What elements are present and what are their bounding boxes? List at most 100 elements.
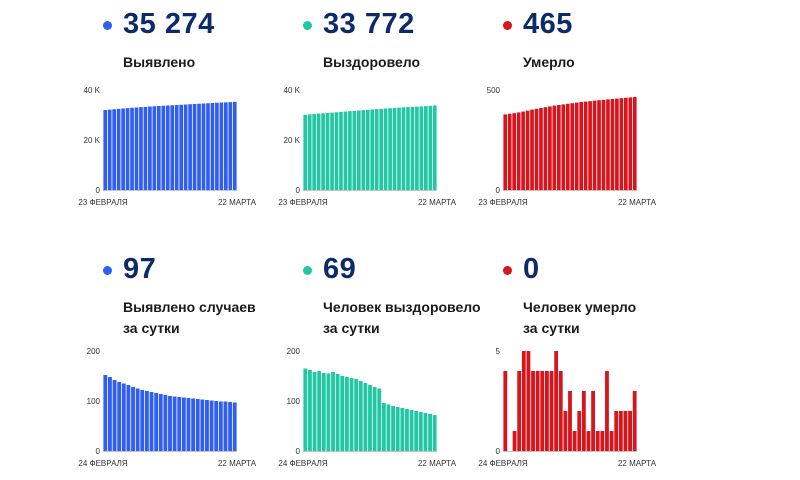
bar <box>358 381 363 451</box>
bar <box>357 110 361 190</box>
bar <box>179 104 183 190</box>
bar <box>597 100 601 190</box>
y-tick-label: 100 <box>87 397 101 406</box>
y-tick-label: 200 <box>287 347 301 356</box>
bar <box>154 393 159 451</box>
bar <box>112 380 117 451</box>
bar <box>583 101 588 190</box>
bar <box>601 99 606 190</box>
bar <box>340 376 345 451</box>
bar <box>218 401 223 451</box>
bar <box>558 371 563 451</box>
bar <box>307 114 312 190</box>
bar <box>152 106 157 190</box>
bar <box>381 403 386 451</box>
bar <box>177 397 182 451</box>
y-tick-label: 0 <box>496 186 501 195</box>
bar <box>326 373 331 451</box>
bar <box>344 377 349 451</box>
stat-header: 33 772 <box>303 8 513 44</box>
bar <box>361 110 366 190</box>
bar <box>552 105 557 190</box>
bar <box>606 99 610 190</box>
bar <box>188 104 192 190</box>
bar <box>374 109 379 190</box>
bar <box>632 97 637 190</box>
bar <box>200 399 205 451</box>
bar <box>232 402 237 451</box>
bar <box>349 378 354 451</box>
bar <box>548 106 552 190</box>
teal-dot-icon <box>303 21 312 30</box>
bar <box>126 385 131 451</box>
stat-panel: 69 Человек выздоровело за сутки 0 100 200 24 Ф… <box>278 253 513 475</box>
bar <box>544 371 549 451</box>
stat-panel: 97 Выявлено случаев за сутки 0 100 200 24 ФЕВР… <box>78 253 313 475</box>
bar <box>206 103 210 190</box>
bar <box>103 375 108 451</box>
bar <box>410 106 415 190</box>
stat-header: 465 <box>503 8 713 44</box>
bar <box>363 383 368 451</box>
y-tick-label: 500 <box>487 86 501 95</box>
stat-value: 0 <box>523 253 540 285</box>
stat-value: 35 274 <box>123 8 215 40</box>
bar <box>605 371 609 451</box>
bar-chart: 0 100 200 24 ФЕВРАЛЯ 22 МАРТА <box>278 347 456 468</box>
bar <box>623 411 628 451</box>
bar <box>354 379 359 451</box>
stat-value: 465 <box>523 8 573 40</box>
bar <box>418 412 423 451</box>
bar <box>377 388 382 451</box>
y-tick-label: 0 <box>296 447 301 456</box>
bar <box>609 431 614 451</box>
bar <box>158 394 163 451</box>
stat-panel: 33 772 Выздоровело 0 20 K 40 K 23 ФЕВРАЛЯ 22 М… <box>278 8 513 214</box>
bar <box>174 105 179 190</box>
bar <box>228 102 233 190</box>
bar <box>554 351 559 451</box>
bar <box>186 398 191 451</box>
bar <box>321 113 325 190</box>
blue-dot-icon <box>103 21 112 30</box>
bar <box>579 102 583 190</box>
bar <box>223 401 228 451</box>
bar <box>348 111 352 190</box>
bar <box>539 108 543 190</box>
bar <box>165 105 170 190</box>
bar <box>415 106 419 190</box>
stat-header: 0 <box>503 253 713 289</box>
bar <box>419 106 424 190</box>
blue-dot-icon <box>103 266 112 275</box>
bar <box>507 113 512 190</box>
stat-caption: Выздоровело <box>323 52 420 73</box>
bar <box>526 351 531 451</box>
bar <box>503 371 508 451</box>
stat-header: 97 <box>103 253 313 289</box>
bar <box>352 110 357 190</box>
bar <box>592 100 597 190</box>
bar <box>134 107 139 190</box>
bar <box>386 404 391 451</box>
stat-caption-line: Выявлено <box>123 54 196 70</box>
y-tick-label: 0 <box>96 186 101 195</box>
bar <box>392 107 397 190</box>
bar <box>561 104 566 190</box>
y-tick-label: 40 K <box>84 86 101 95</box>
y-tick-label: 100 <box>287 397 301 406</box>
y-tick-label: 0 <box>96 447 101 456</box>
bar <box>335 374 340 451</box>
y-tick-label: 200 <box>87 347 101 356</box>
bar <box>224 102 228 190</box>
bar <box>572 431 577 451</box>
bar <box>588 101 592 190</box>
bar <box>163 395 168 451</box>
bar <box>432 415 437 451</box>
bar-chart: 0 500 23 ФЕВРАЛЯ 22 МАРТА <box>478 86 656 207</box>
bar <box>143 106 148 190</box>
bar <box>139 107 143 190</box>
stat-caption: Человек выздоровело за сутки <box>323 297 481 339</box>
bar <box>365 109 370 190</box>
bar <box>303 114 308 190</box>
y-tick-label: 0 <box>296 186 301 195</box>
